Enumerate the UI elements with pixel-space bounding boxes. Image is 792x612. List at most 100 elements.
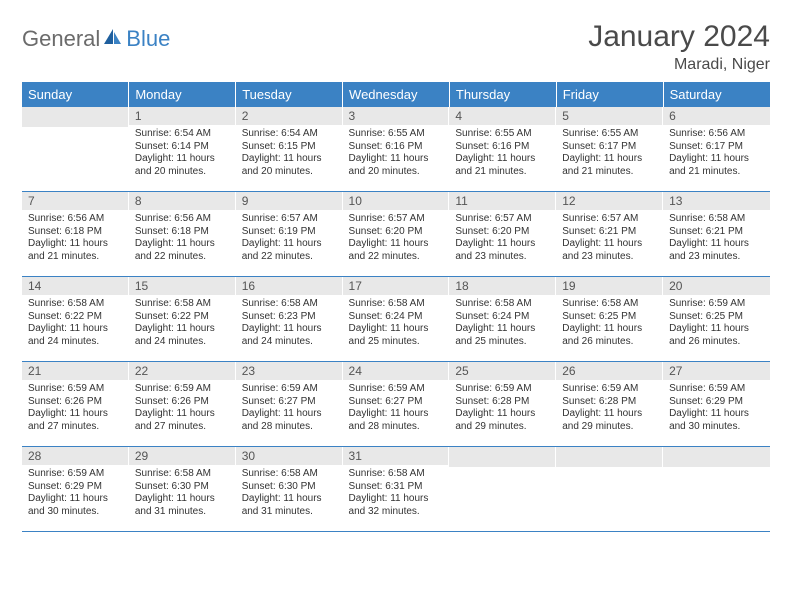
page-title: January 2024: [588, 20, 770, 54]
weekday-header: Tuesday: [236, 82, 343, 107]
day-number: 25: [449, 362, 556, 380]
day-details: Sunrise: 6:58 AMSunset: 6:22 PMDaylight:…: [129, 295, 236, 352]
logo-general: General: [22, 26, 100, 52]
calendar-week-row: 14Sunrise: 6:58 AMSunset: 6:22 PMDayligh…: [22, 277, 770, 362]
day-number: 10: [343, 192, 450, 210]
day-details: Sunrise: 6:59 AMSunset: 6:28 PMDaylight:…: [449, 380, 556, 437]
calendar-day-cell: 7Sunrise: 6:56 AMSunset: 6:18 PMDaylight…: [22, 192, 129, 277]
day-number: [663, 447, 770, 467]
day-number: 27: [663, 362, 770, 380]
day-details: Sunrise: 6:56 AMSunset: 6:17 PMDaylight:…: [663, 125, 770, 182]
day-number: 24: [343, 362, 450, 380]
calendar-day-cell: 18Sunrise: 6:58 AMSunset: 6:24 PMDayligh…: [449, 277, 556, 362]
day-number: [449, 447, 556, 467]
day-details: Sunrise: 6:59 AMSunset: 6:28 PMDaylight:…: [556, 380, 663, 437]
calendar-table: SundayMondayTuesdayWednesdayThursdayFrid…: [22, 82, 770, 532]
day-number: 15: [129, 277, 236, 295]
day-number: 11: [449, 192, 556, 210]
calendar-day-cell: 14Sunrise: 6:58 AMSunset: 6:22 PMDayligh…: [22, 277, 129, 362]
calendar-week-row: 21Sunrise: 6:59 AMSunset: 6:26 PMDayligh…: [22, 362, 770, 447]
calendar-day-cell: 6Sunrise: 6:56 AMSunset: 6:17 PMDaylight…: [663, 107, 770, 192]
day-number: 22: [129, 362, 236, 380]
day-number: 16: [236, 277, 343, 295]
calendar-day-cell: 16Sunrise: 6:58 AMSunset: 6:23 PMDayligh…: [236, 277, 343, 362]
calendar-day-cell: [556, 447, 663, 532]
day-number: 4: [449, 107, 556, 125]
calendar-day-cell: 30Sunrise: 6:58 AMSunset: 6:30 PMDayligh…: [236, 447, 343, 532]
day-number: 29: [129, 447, 236, 465]
calendar-day-cell: 29Sunrise: 6:58 AMSunset: 6:30 PMDayligh…: [129, 447, 236, 532]
day-number: 19: [556, 277, 663, 295]
calendar-week-row: 28Sunrise: 6:59 AMSunset: 6:29 PMDayligh…: [22, 447, 770, 532]
day-details: Sunrise: 6:59 AMSunset: 6:27 PMDaylight:…: [343, 380, 450, 437]
day-details: Sunrise: 6:55 AMSunset: 6:17 PMDaylight:…: [556, 125, 663, 182]
calendar-day-cell: 1Sunrise: 6:54 AMSunset: 6:14 PMDaylight…: [129, 107, 236, 192]
day-number: 9: [236, 192, 343, 210]
day-number: [22, 107, 129, 127]
day-number: 14: [22, 277, 129, 295]
calendar-day-cell: 13Sunrise: 6:58 AMSunset: 6:21 PMDayligh…: [663, 192, 770, 277]
day-number: 13: [663, 192, 770, 210]
weekday-header: Sunday: [22, 82, 129, 107]
day-number: 21: [22, 362, 129, 380]
calendar-week-row: 1Sunrise: 6:54 AMSunset: 6:14 PMDaylight…: [22, 107, 770, 192]
day-number: 8: [129, 192, 236, 210]
calendar-day-cell: 26Sunrise: 6:59 AMSunset: 6:28 PMDayligh…: [556, 362, 663, 447]
day-details: Sunrise: 6:55 AMSunset: 6:16 PMDaylight:…: [343, 125, 450, 182]
day-number: 2: [236, 107, 343, 125]
day-details: Sunrise: 6:58 AMSunset: 6:30 PMDaylight:…: [129, 465, 236, 522]
day-details: Sunrise: 6:56 AMSunset: 6:18 PMDaylight:…: [129, 210, 236, 267]
weekday-header: Friday: [556, 82, 663, 107]
day-number: 23: [236, 362, 343, 380]
day-details: Sunrise: 6:57 AMSunset: 6:19 PMDaylight:…: [236, 210, 343, 267]
day-details: Sunrise: 6:58 AMSunset: 6:24 PMDaylight:…: [449, 295, 556, 352]
day-number: 6: [663, 107, 770, 125]
day-number: [556, 447, 663, 467]
calendar-body: 1Sunrise: 6:54 AMSunset: 6:14 PMDaylight…: [22, 107, 770, 532]
day-details: Sunrise: 6:55 AMSunset: 6:16 PMDaylight:…: [449, 125, 556, 182]
calendar-day-cell: 8Sunrise: 6:56 AMSunset: 6:18 PMDaylight…: [129, 192, 236, 277]
calendar-day-cell: 9Sunrise: 6:57 AMSunset: 6:19 PMDaylight…: [236, 192, 343, 277]
day-details: Sunrise: 6:58 AMSunset: 6:30 PMDaylight:…: [236, 465, 343, 522]
calendar-day-cell: 12Sunrise: 6:57 AMSunset: 6:21 PMDayligh…: [556, 192, 663, 277]
day-details: Sunrise: 6:59 AMSunset: 6:29 PMDaylight:…: [22, 465, 129, 522]
day-number: 17: [343, 277, 450, 295]
header: General Blue January 2024 Maradi, Niger: [22, 20, 770, 74]
weekday-header: Saturday: [663, 82, 770, 107]
location: Maradi, Niger: [588, 56, 770, 74]
day-number: 5: [556, 107, 663, 125]
day-details: Sunrise: 6:59 AMSunset: 6:27 PMDaylight:…: [236, 380, 343, 437]
day-number: 3: [343, 107, 450, 125]
calendar-day-cell: 17Sunrise: 6:58 AMSunset: 6:24 PMDayligh…: [343, 277, 450, 362]
day-details: Sunrise: 6:59 AMSunset: 6:29 PMDaylight:…: [663, 380, 770, 437]
day-details: Sunrise: 6:54 AMSunset: 6:15 PMDaylight:…: [236, 125, 343, 182]
logo: General Blue: [22, 26, 170, 52]
day-details: Sunrise: 6:58 AMSunset: 6:31 PMDaylight:…: [343, 465, 450, 522]
calendar-day-cell: 27Sunrise: 6:59 AMSunset: 6:29 PMDayligh…: [663, 362, 770, 447]
day-details: Sunrise: 6:54 AMSunset: 6:14 PMDaylight:…: [129, 125, 236, 182]
calendar-day-cell: 15Sunrise: 6:58 AMSunset: 6:22 PMDayligh…: [129, 277, 236, 362]
day-details: Sunrise: 6:58 AMSunset: 6:24 PMDaylight:…: [343, 295, 450, 352]
day-number: 7: [22, 192, 129, 210]
calendar-week-row: 7Sunrise: 6:56 AMSunset: 6:18 PMDaylight…: [22, 192, 770, 277]
calendar-day-cell: 2Sunrise: 6:54 AMSunset: 6:15 PMDaylight…: [236, 107, 343, 192]
day-number: 31: [343, 447, 450, 465]
day-details: Sunrise: 6:59 AMSunset: 6:26 PMDaylight:…: [22, 380, 129, 437]
day-details: Sunrise: 6:57 AMSunset: 6:20 PMDaylight:…: [343, 210, 450, 267]
calendar-day-cell: [663, 447, 770, 532]
day-number: 30: [236, 447, 343, 465]
calendar-day-cell: 28Sunrise: 6:59 AMSunset: 6:29 PMDayligh…: [22, 447, 129, 532]
weekday-header: Monday: [129, 82, 236, 107]
day-number: 18: [449, 277, 556, 295]
calendar-day-cell: 22Sunrise: 6:59 AMSunset: 6:26 PMDayligh…: [129, 362, 236, 447]
day-number: 28: [22, 447, 129, 465]
day-details: Sunrise: 6:58 AMSunset: 6:23 PMDaylight:…: [236, 295, 343, 352]
title-block: January 2024 Maradi, Niger: [588, 20, 770, 74]
calendar-day-cell: 10Sunrise: 6:57 AMSunset: 6:20 PMDayligh…: [343, 192, 450, 277]
day-number: 12: [556, 192, 663, 210]
calendar-day-cell: [22, 107, 129, 192]
logo-sail-icon: [102, 27, 122, 52]
day-details: Sunrise: 6:59 AMSunset: 6:25 PMDaylight:…: [663, 295, 770, 352]
calendar-day-cell: 3Sunrise: 6:55 AMSunset: 6:16 PMDaylight…: [343, 107, 450, 192]
calendar-day-cell: 19Sunrise: 6:58 AMSunset: 6:25 PMDayligh…: [556, 277, 663, 362]
